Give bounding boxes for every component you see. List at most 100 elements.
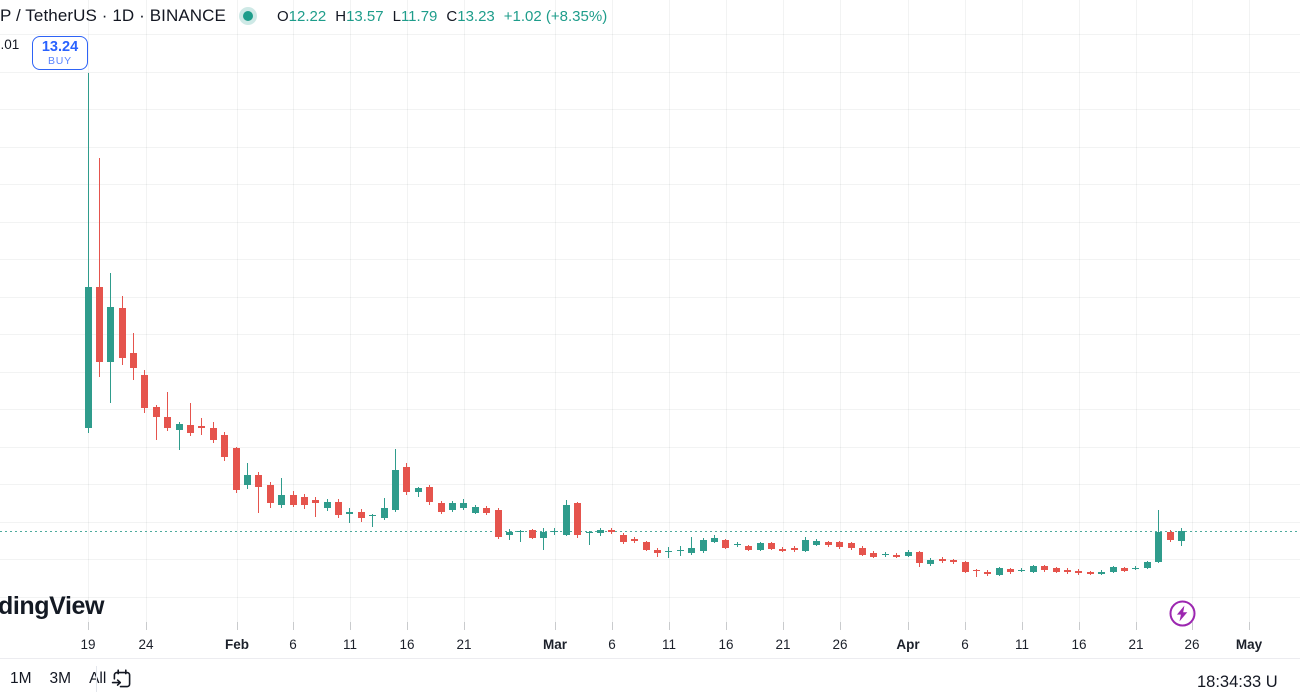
gridline-horizontal — [0, 221, 1300, 223]
gridline-horizontal — [0, 409, 1300, 410]
buy-button[interactable]: 13.24 BUY — [32, 36, 88, 70]
gridline-vertical — [965, 0, 966, 630]
time-axis-label: 24 — [138, 637, 154, 652]
candle-body — [881, 553, 889, 556]
candle-body — [574, 503, 582, 535]
ohlc-field: H13.57 — [335, 8, 384, 25]
axis-tick — [726, 622, 727, 630]
axis-tick — [555, 622, 556, 630]
time-axis-label: 26 — [1184, 637, 1200, 652]
gridline-vertical — [464, 0, 465, 630]
gridline-horizontal — [0, 596, 1300, 598]
range-button-1m[interactable]: 1M — [10, 670, 32, 687]
axis-tick — [237, 622, 238, 630]
candle-wick — [349, 508, 351, 524]
candle-body — [95, 287, 103, 362]
buy-label: BUY — [48, 55, 72, 67]
candle-body — [152, 407, 160, 417]
gridline-horizontal — [0, 184, 1300, 185]
gridline-vertical — [783, 0, 784, 630]
gridline-horizontal — [0, 446, 1300, 448]
candle-body — [278, 494, 286, 505]
candle-body — [175, 423, 183, 430]
ohlc-field: C13.23 — [446, 8, 495, 25]
candle-body — [221, 434, 229, 457]
time-axis-label: Feb — [224, 637, 250, 652]
lightning-icon[interactable] — [1167, 598, 1198, 629]
candle-body — [141, 374, 149, 409]
candle-body — [619, 534, 627, 542]
candle-wick — [1135, 565, 1137, 570]
candle-body — [380, 508, 388, 519]
candle-wick — [155, 404, 157, 440]
candle-body — [1052, 568, 1060, 572]
gridline-horizontal — [0, 334, 1300, 335]
ohlc-field: O12.22 — [277, 8, 327, 25]
candle-wick — [520, 529, 522, 542]
time-axis[interactable]: 19 24 Feb 6 11 16 21 Mar 6 11 16 21 26 Apr 6 11 16 21 26 Ma… — [0, 630, 1300, 658]
candle-body — [1132, 568, 1140, 570]
candle-body — [1029, 565, 1037, 572]
time-axis-label: 21 — [1128, 637, 1144, 652]
candle-body — [597, 529, 605, 534]
candle-body — [847, 543, 855, 549]
tradingview-logo[interactable]: dingView — [0, 592, 105, 620]
axis-tick — [350, 622, 351, 630]
candle-body — [779, 548, 787, 551]
candle-wick — [668, 547, 670, 559]
gridline-vertical — [1249, 0, 1250, 630]
candle-body — [1064, 569, 1072, 572]
status-dot-core — [243, 11, 253, 21]
time-axis-label: 11 — [1014, 637, 1030, 652]
time-axis-label: Apr — [896, 637, 920, 652]
candle-body — [813, 540, 821, 545]
candle-body — [471, 507, 479, 514]
candle-wick — [281, 478, 283, 509]
axis-tick — [840, 622, 841, 630]
candle-body — [335, 502, 343, 515]
candle-body — [84, 287, 92, 429]
gridline-horizontal — [0, 259, 1300, 260]
goto-date-icon[interactable] — [110, 667, 134, 691]
candle-wick — [98, 158, 100, 377]
candle-body — [585, 532, 593, 534]
gridline-vertical — [1079, 0, 1080, 630]
gridline-vertical — [237, 0, 238, 630]
market-status-dot-icon[interactable] — [239, 7, 257, 25]
candle-body — [802, 539, 810, 551]
gridline-vertical — [555, 0, 556, 630]
axis-tick — [669, 622, 670, 630]
candle-body — [745, 545, 753, 550]
candle-wick — [178, 422, 180, 450]
time-axis-label: 16 — [718, 637, 734, 652]
candle-body — [722, 539, 730, 549]
range-button-3m[interactable]: 3M — [49, 670, 72, 687]
candle-body — [995, 568, 1003, 575]
gridline-horizontal — [0, 371, 1300, 373]
bottom-toolbar: 1M 3M All 18:34:33 U — [0, 659, 1300, 700]
time-axis-label: 11 — [342, 637, 358, 652]
time-axis-label: 6 — [608, 637, 616, 652]
candle-wick — [372, 513, 374, 527]
time-display[interactable]: 18:34:33 U — [1197, 673, 1278, 691]
candle-body — [756, 543, 764, 550]
candle-wick — [417, 487, 419, 497]
range-button-all[interactable]: All — [89, 670, 107, 687]
candle-body — [1143, 562, 1151, 569]
candle-body — [665, 550, 673, 553]
symbol-title[interactable]: P / TetherUS · 1D · BINANCE — [0, 6, 226, 25]
gridline-vertical — [350, 0, 351, 630]
candle-body — [118, 308, 126, 359]
axis-tick — [908, 622, 909, 630]
gridline-horizontal — [0, 521, 1300, 523]
candle-body — [357, 512, 365, 519]
chart-pane[interactable] — [0, 0, 1300, 630]
price-line — [0, 530, 1300, 533]
candle-body — [528, 529, 536, 539]
gridline-vertical — [669, 0, 670, 630]
toolbar-separator-line — [0, 658, 1300, 659]
candle-body — [187, 424, 194, 434]
gridline-vertical — [1136, 0, 1137, 630]
candle-body — [312, 499, 320, 504]
